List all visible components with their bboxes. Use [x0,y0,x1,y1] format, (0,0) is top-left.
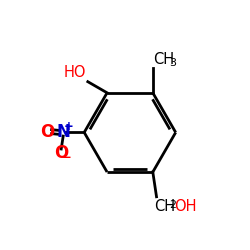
Text: HO: HO [64,66,86,80]
Text: CH: CH [153,52,174,67]
Text: O: O [40,123,54,141]
Text: 3: 3 [170,58,176,68]
Text: 2: 2 [170,200,176,210]
Text: OH: OH [174,199,196,214]
Text: −: − [62,152,72,164]
Text: +: + [64,120,74,133]
Text: CH: CH [154,199,175,214]
Text: N: N [56,124,70,142]
Text: O: O [54,144,68,162]
